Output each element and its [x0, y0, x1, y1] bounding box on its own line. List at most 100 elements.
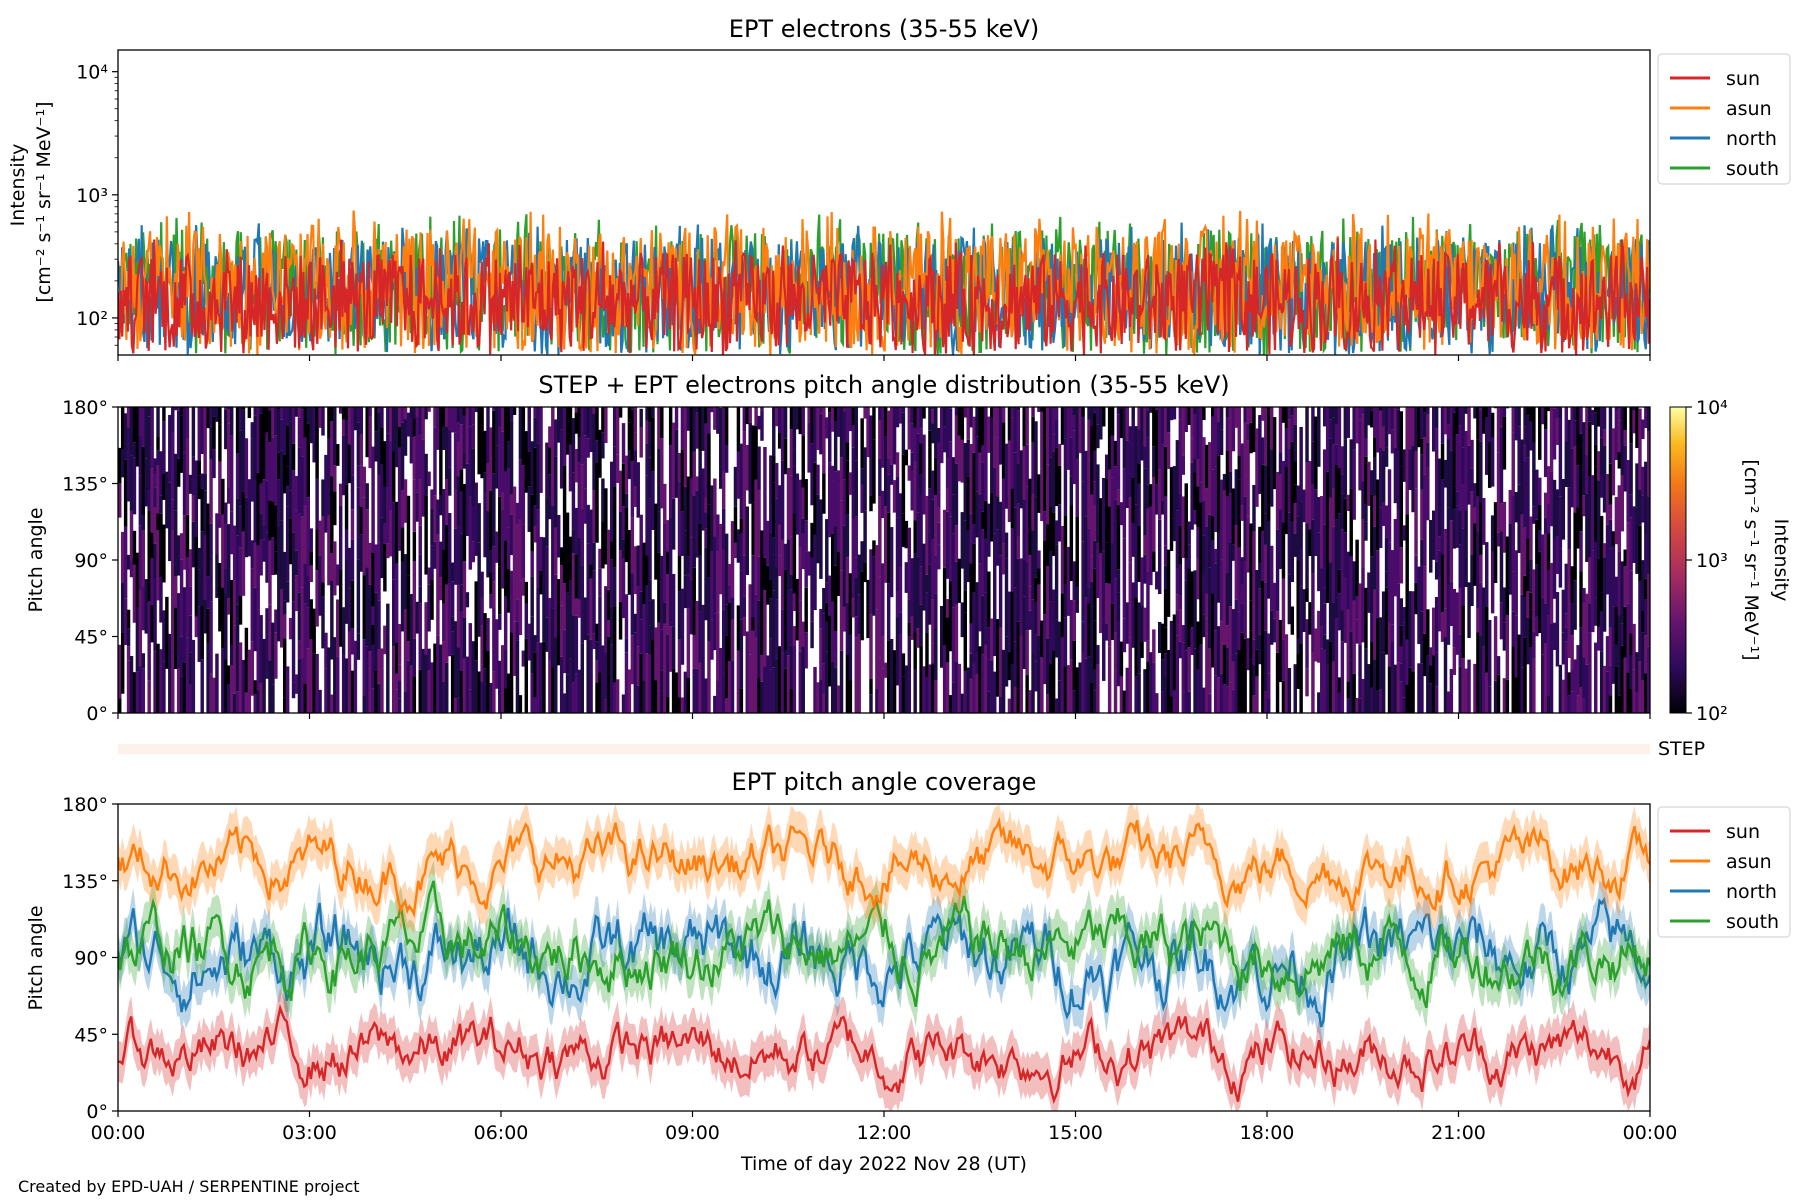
heatmap-cell	[530, 494, 534, 552]
heatmap-cell	[1620, 407, 1624, 476]
heatmap-cell	[960, 602, 965, 638]
heatmap-cell	[1019, 450, 1023, 509]
heatmap-cell	[456, 442, 461, 477]
heatmap-cell	[1275, 529, 1280, 612]
heatmap-cell	[1216, 533, 1221, 603]
heatmap-cell	[816, 494, 820, 564]
heatmap-cell	[280, 419, 284, 451]
heatmap-cell	[934, 494, 938, 536]
heatmap-cell	[1502, 678, 1507, 713]
heatmap-cell	[1594, 541, 1598, 598]
heatmap-cell	[895, 617, 900, 686]
heatmap-cell	[377, 683, 381, 713]
heatmap-cell	[1420, 489, 1424, 540]
heatmap-cell	[509, 494, 514, 515]
heatmap-cell	[1184, 650, 1188, 713]
heatmap-cell	[663, 671, 667, 713]
heatmap-cell	[1090, 407, 1094, 427]
heatmap-cell	[554, 637, 558, 713]
heatmap-cell	[265, 432, 269, 481]
heatmap-cell	[695, 407, 699, 413]
heatmap-cell	[987, 659, 991, 692]
heatmap-cell	[657, 407, 661, 449]
heatmap-cell	[235, 407, 240, 454]
heatmap-cell	[928, 430, 932, 489]
heatmap-cell	[1599, 475, 1604, 498]
heatmap-cell	[648, 625, 652, 655]
heatmap-cell	[1455, 491, 1459, 506]
heatmap-cell	[1234, 599, 1239, 654]
heatmap-cell	[1125, 667, 1130, 713]
heatmap-cell	[1116, 592, 1121, 608]
heatmap-cell	[1611, 428, 1616, 496]
heatmap-cell	[633, 632, 638, 713]
heatmap-cell	[1387, 469, 1392, 543]
heatmap-cell	[344, 420, 349, 485]
heatmap-cell	[789, 536, 794, 575]
heatmap-cell	[1051, 589, 1056, 651]
heatmap-cell	[138, 666, 143, 713]
heatmap-cell	[607, 696, 611, 713]
heatmap-cell	[383, 523, 387, 544]
heatmap-cell	[1555, 536, 1560, 574]
colorbar-tick-label: 10⁴	[1696, 397, 1728, 419]
heatmap-cell	[1099, 407, 1103, 440]
heatmap-cell	[674, 672, 679, 713]
heatmap-cell	[1405, 684, 1409, 713]
heatmap-cell	[333, 567, 337, 596]
heatmap-cell	[948, 695, 953, 713]
heatmap-cell	[568, 536, 573, 581]
heatmap-cell	[1134, 676, 1138, 713]
heatmap-cell	[268, 500, 272, 541]
heatmap-cell	[857, 554, 861, 595]
heatmap-cell	[185, 438, 190, 515]
heatmap-cell	[1473, 663, 1477, 713]
heatmap-cell	[1155, 484, 1159, 515]
series-sun-line	[118, 237, 1650, 355]
heatmap-cell	[1022, 596, 1026, 670]
heatmap-cell	[1629, 443, 1633, 495]
heatmap-cell	[277, 452, 281, 480]
heatmap-cell	[898, 612, 903, 634]
heatmap-cell	[1641, 560, 1645, 611]
heatmap-cell	[1564, 627, 1569, 642]
heatmap-cell	[509, 570, 514, 633]
heatmap-cell	[589, 578, 593, 640]
heatmap-cell	[954, 525, 959, 562]
heatmap-cell	[612, 407, 617, 447]
heatmap-cell	[892, 650, 897, 713]
heatmap-cell	[963, 590, 967, 613]
heatmap-cell	[1502, 622, 1507, 651]
heatmap-cell	[586, 543, 590, 598]
heatmap-cell	[878, 458, 882, 497]
heatmap-cell	[551, 667, 555, 713]
heatmap-cell	[804, 479, 808, 521]
heatmap-cell	[1343, 439, 1348, 499]
heatmap-cell	[1284, 407, 1289, 429]
heatmap-cell	[1546, 615, 1551, 697]
heatmap-cell	[604, 407, 608, 444]
heatmap-cell	[1399, 681, 1404, 713]
heatmap-cell	[745, 506, 749, 576]
heatmap-cell	[1284, 466, 1289, 535]
heatmap-cell	[990, 660, 994, 713]
heatmap-cell	[1399, 547, 1404, 584]
heatmap-cell	[1090, 494, 1094, 556]
heatmap-cell	[645, 653, 649, 713]
heatmap-cell	[271, 622, 275, 643]
heatmap-cell	[1514, 550, 1518, 616]
heatmap-cell	[665, 551, 670, 574]
heatmap-cell	[224, 502, 228, 525]
heatmap-cell	[321, 516, 325, 583]
heatmap-cell	[1626, 603, 1630, 673]
heatmap-cell	[150, 407, 154, 469]
heatmap-cell	[1337, 407, 1342, 468]
heatmap-cell	[704, 497, 708, 513]
heatmap-cell	[147, 510, 151, 583]
heatmap-cell	[913, 427, 917, 462]
heatmap-cell	[1408, 407, 1412, 450]
heatmap-cell	[1314, 416, 1318, 490]
x-axis-ticks: 00:00 03:00 06:00 09:00 12:00 15:00 18:00 21:00…	[91, 355, 1677, 1144]
heatmap-cell	[633, 613, 638, 633]
heatmap-cell	[1228, 682, 1233, 713]
